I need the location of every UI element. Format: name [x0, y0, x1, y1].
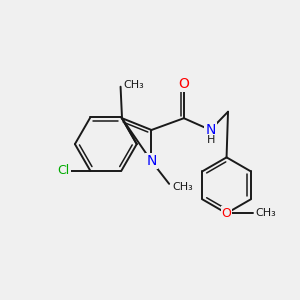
- Text: CH₃: CH₃: [255, 208, 276, 218]
- Text: N: N: [205, 123, 215, 137]
- Text: O: O: [222, 207, 232, 220]
- Text: Cl: Cl: [58, 164, 70, 177]
- Text: CH₃: CH₃: [172, 182, 193, 192]
- Text: CH₃: CH₃: [123, 80, 144, 90]
- Text: O: O: [178, 77, 189, 91]
- Text: N: N: [146, 154, 157, 168]
- Text: H: H: [207, 135, 215, 145]
